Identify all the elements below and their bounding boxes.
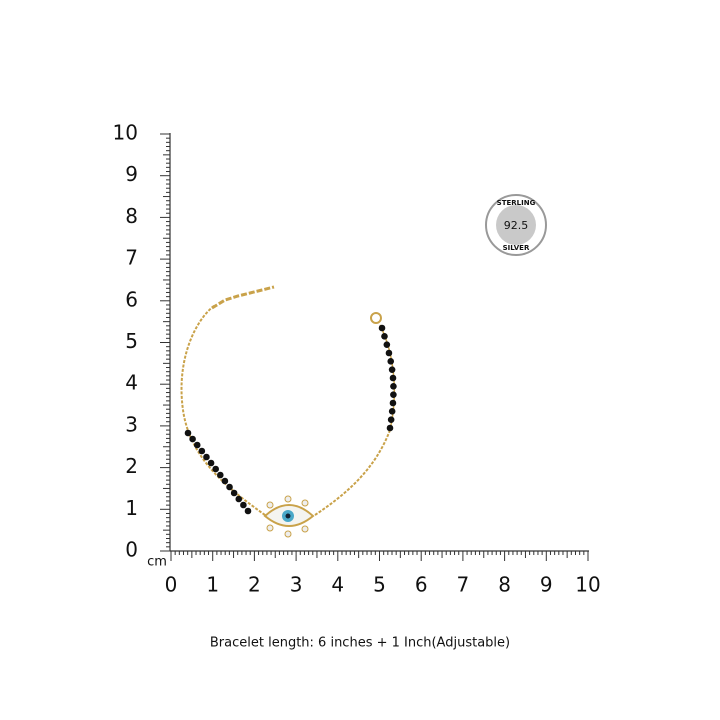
y-label: 3 (125, 412, 138, 436)
bead (189, 435, 196, 443)
bead (385, 349, 393, 357)
x-label: 2 (248, 573, 261, 597)
bead (203, 453, 210, 461)
caption: Bracelet length: 6 inches + 1 Inch(Adjus… (210, 636, 510, 651)
stone (284, 495, 292, 503)
x-label: 6 (415, 573, 428, 597)
y-label: 5 (125, 329, 138, 353)
extension-chain (211, 285, 275, 310)
eye-pupil (285, 513, 291, 519)
badge-bottom: SILVER (503, 244, 530, 252)
bead (244, 507, 252, 515)
bead (221, 477, 229, 485)
bead (235, 495, 243, 503)
y-label: 6 (125, 287, 138, 311)
y-label: 0 (125, 538, 138, 562)
x-label: 10 (575, 573, 600, 597)
bead (198, 447, 206, 455)
bead (388, 408, 396, 415)
bead (390, 383, 397, 390)
badge-top: STERLING (497, 199, 536, 207)
bead (240, 501, 247, 509)
bead (388, 366, 396, 373)
y-label: 7 (125, 246, 138, 270)
bracelet (180, 285, 397, 538)
clasp (370, 312, 382, 324)
chain-right (314, 429, 391, 516)
badge-center (496, 205, 536, 245)
x-label: 7 (457, 573, 470, 597)
x-label: 1 (206, 573, 219, 597)
stone (266, 524, 274, 532)
y-label: 2 (125, 454, 138, 478)
x-label: 4 (331, 573, 344, 597)
bead (212, 465, 219, 473)
bead (389, 399, 397, 407)
x-label: 5 (373, 573, 386, 597)
stone (266, 501, 274, 509)
y-label: 1 (125, 496, 138, 520)
bead (389, 374, 397, 382)
bead (381, 333, 388, 340)
x-label: 9 (540, 573, 553, 597)
bead (387, 416, 395, 423)
y-label: 4 (125, 371, 138, 395)
bead (230, 489, 238, 497)
stone (284, 530, 292, 538)
bead (217, 471, 224, 479)
x-label: 0 (165, 573, 178, 597)
unit-label: cm (147, 555, 167, 570)
stone (301, 525, 309, 533)
x-label: 8 (498, 573, 511, 597)
badge: STERLING 92.5 SILVER (485, 194, 547, 256)
stone (301, 499, 309, 507)
y-label: 10 (113, 121, 138, 145)
bead (378, 324, 386, 332)
bead (390, 391, 397, 398)
bead (387, 358, 395, 365)
bead (226, 483, 233, 491)
bead (184, 429, 192, 437)
bead (207, 459, 215, 467)
y-label: 8 (125, 204, 138, 228)
bead (386, 424, 394, 432)
ruler: cm 0 1 2 3 4 5 6 7 8 9 10 0 1 2 3 4 5 6 7 8 9 10 (113, 121, 601, 597)
bead (383, 341, 391, 348)
bead (193, 441, 201, 449)
y-label: 9 (125, 162, 138, 186)
x-label: 3 (290, 573, 303, 597)
beads (184, 324, 397, 515)
badge-value: 92.5 (504, 219, 529, 232)
